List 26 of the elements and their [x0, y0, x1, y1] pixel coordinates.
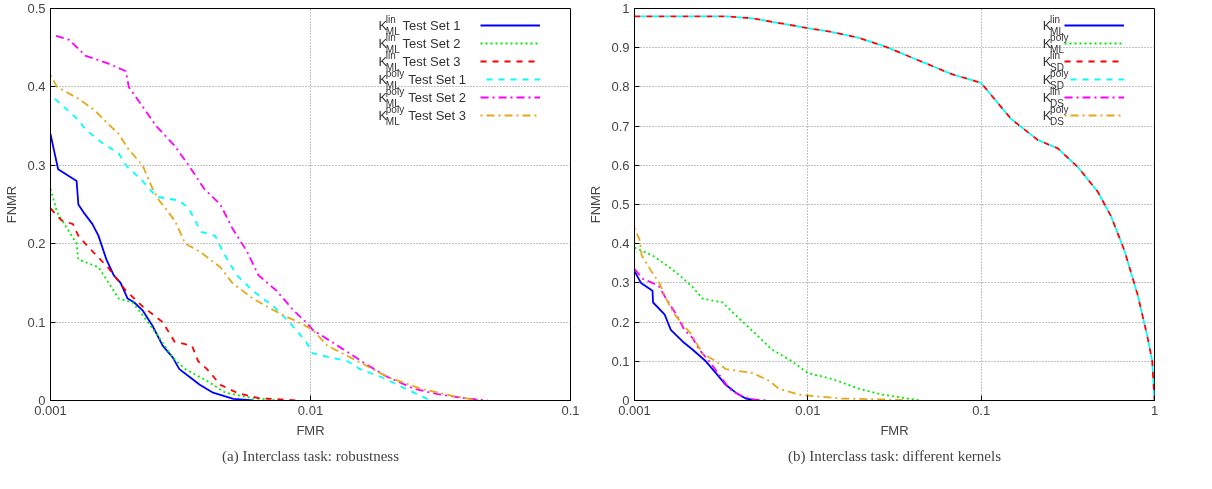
- x-tick-label: 0.1: [561, 402, 580, 418]
- y-tick-label: 0.4: [27, 79, 46, 95]
- text: (a) Interclass task: robustness: [221, 447, 400, 465]
- x-tick-label: 0.1: [972, 402, 991, 418]
- y-tick-label: 0.3: [611, 275, 630, 291]
- y-tick-label: 0.8: [611, 79, 630, 95]
- x-tick-label: 0.01: [297, 402, 324, 418]
- y-axis-title: FNMR: [4, 185, 20, 224]
- y-tick-label: 0.1: [611, 353, 630, 369]
- x-axis-title: FMR: [296, 422, 325, 438]
- y-tick-label: 0.2: [611, 314, 630, 330]
- x-tick-label: 1: [1150, 402, 1159, 418]
- y-tick-label: 0.2: [27, 236, 46, 252]
- y-tick-label: 0.3: [27, 157, 46, 173]
- y-axis-title: FNMR: [588, 185, 604, 224]
- text: (b) Interclass task: different kernels: [788, 447, 1002, 465]
- y-tick-label: 0.9: [611, 40, 630, 56]
- y-tick-label: 1: [622, 1, 630, 16]
- y-tick-label: 0.6: [611, 157, 630, 173]
- x-axis-title: FMR: [880, 422, 909, 438]
- x-tick-label: 0.01: [795, 402, 821, 418]
- y-tick-label: 0.7: [611, 118, 630, 134]
- y-tick-label: 0.4: [611, 236, 630, 252]
- y-tick-label: 0.5: [27, 1, 46, 16]
- y-tick-label: 0.1: [27, 314, 46, 330]
- y-tick-label: 0.5: [611, 197, 630, 212]
